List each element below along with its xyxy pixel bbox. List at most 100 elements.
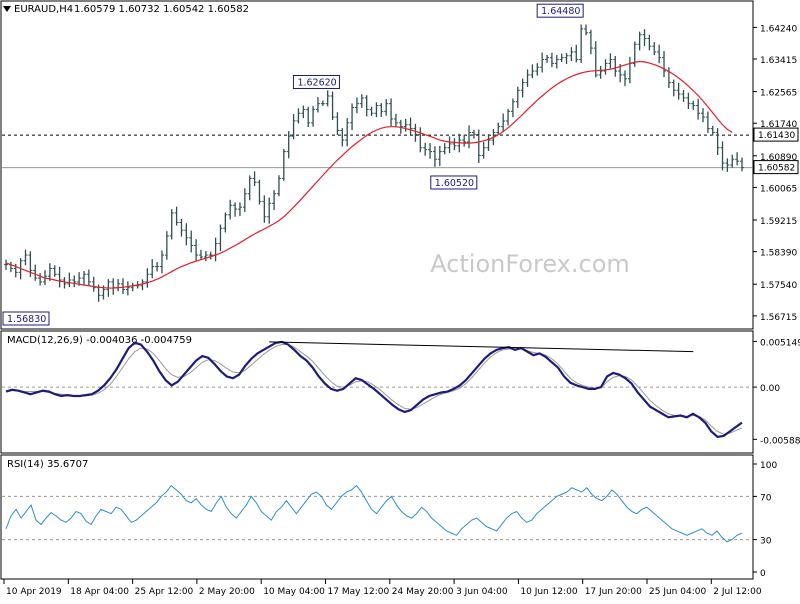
price-bar [428,143,433,159]
price-bar [228,199,233,220]
price-bar [189,230,194,253]
level-label: 1.60582 [758,164,795,174]
price-bar [652,42,657,56]
price-bar [686,92,691,110]
macd-panel-frame [0,330,754,454]
price-bar [203,251,208,262]
price-bar [335,112,340,136]
macd-line [5,340,743,438]
price-bar [38,273,43,286]
macd-plot: 0.005149 0.00 -0.005887 [2,338,800,446]
price-bar [705,111,710,133]
price-bar [637,31,642,51]
price-bar [403,118,408,132]
price-bar [320,100,325,106]
price-bar [276,175,281,197]
price-bar [569,47,574,62]
price-bar [23,249,28,266]
macd-tick-label: 0.005149 [760,338,800,348]
price-bar [696,98,701,120]
price-bar [593,41,598,78]
rsi-tick-label: 0 [760,569,766,579]
price-bar [194,239,199,261]
price-bar [354,97,359,114]
price-bar [252,171,257,186]
annotation-box [430,175,478,190]
price-bar [598,65,603,79]
rsi-tick-label: 70 [760,493,772,503]
price-bar [506,108,511,126]
macd-tick-label: 0.00 [760,384,780,394]
price-bar [291,114,296,140]
price-bar [603,59,608,75]
x-tick-label: 2 Jul 12:00 [713,587,762,597]
price-bar [720,141,725,171]
price-bar [179,218,184,237]
level-label-box [753,127,799,142]
price-bar [681,89,686,103]
macd-trendline [269,341,694,353]
price-bar [588,29,593,55]
price-y-axis: 1.64240 1.63415 1.62565 1.61740 1.60890 1.600… [753,24,797,323]
price-bar [77,272,82,286]
price-bar [208,251,213,260]
price-bar [520,78,525,98]
x-tick-label: 10 Apr 2019 [6,587,62,597]
price-bar [286,131,291,159]
price-bar [735,152,740,166]
price-bar [140,279,145,291]
price-bar [486,134,491,151]
price-bar [549,52,554,68]
price-bar [184,223,189,246]
price-bar [647,34,652,51]
price-bar [281,148,286,181]
price-bar [423,142,428,156]
price-bar [4,259,8,270]
annotation-label: 1.56830 [7,314,46,325]
price-bar [67,272,72,288]
price-bar [164,231,169,260]
price-annotations: 1.56830 1.62620 1.60520 1.64480 [2,3,584,326]
price-bar [481,141,486,159]
price-bar [301,105,306,119]
price-bar [242,188,247,212]
price-bar [584,24,589,36]
x-tick-label: 10 May 04:00 [263,587,325,597]
price-bar [359,94,364,108]
price-bar [325,90,330,107]
price-tick-label: 1.63415 [760,56,797,66]
price-tick-label: 1.60065 [760,184,797,194]
watermark: ActionForex.com [430,250,630,278]
price-tick-label: 1.57540 [760,281,797,291]
price-bar [150,259,155,279]
x-tick-label: 17 May 12:00 [328,587,390,597]
price-bar [345,118,350,147]
price-bar [340,128,345,147]
price-bar [452,138,457,151]
price-bar [715,128,720,156]
price-bar [393,113,398,128]
time-x-axis: 10 Apr 2019 18 Apr 04:00 25 Apr 12:00 2 May… [3,579,762,597]
price-bar [574,44,579,63]
price-bar [72,275,77,288]
price-bar [174,206,179,226]
price-bars [4,24,744,302]
x-tick-label: 10 Jun 12:00 [520,587,577,597]
price-bar [559,53,564,63]
price-bar [525,69,530,88]
price-bar [237,202,242,217]
rsi-tick-label: 100 [760,461,777,471]
level-label-box [753,160,799,175]
price-bar [545,54,550,63]
price-bar [33,264,38,281]
price-bar [710,125,715,136]
price-bar [418,127,423,153]
price-bar [447,136,452,154]
price-bar [476,129,481,164]
price-bar [510,98,515,118]
x-tick-label: 17 Jun 20:00 [585,587,642,597]
price-tick-label: 1.62565 [760,89,797,99]
price-bar [125,281,130,296]
price-bar [155,261,160,272]
price-bar [364,95,369,117]
